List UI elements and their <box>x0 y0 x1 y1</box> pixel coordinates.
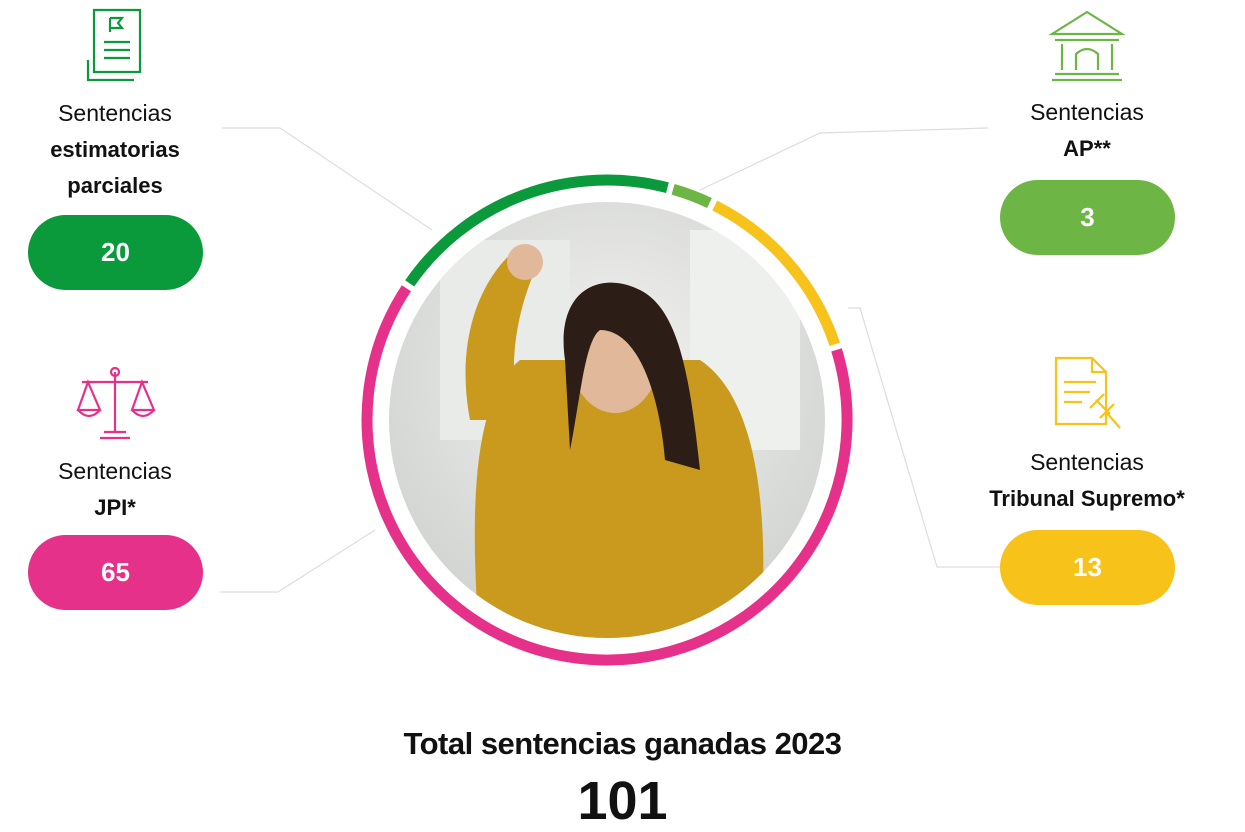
icon-bank <box>1048 10 1126 82</box>
category-label: Sentencias Tribunal Supremo* <box>957 443 1217 517</box>
label-prefix: Sentencias <box>58 100 172 126</box>
label-prefix: Sentencias <box>1030 99 1144 125</box>
donut-segment <box>712 200 840 347</box>
label-prefix: Sentencias <box>58 458 172 484</box>
category-label: Sentencias JPI* <box>0 452 245 526</box>
photo <box>389 202 825 638</box>
label-prefix: Sentencias <box>1030 449 1144 475</box>
category-name: Tribunal Supremo* <box>989 486 1185 511</box>
value-pill: 13 <box>1000 530 1175 605</box>
icon-scales <box>76 366 156 440</box>
donut-segment <box>361 285 853 666</box>
value-pill: 65 <box>28 535 203 610</box>
value-pill: 3 <box>1000 180 1175 255</box>
category-name: estimatorias parciales <box>50 137 180 198</box>
icon-document-flag <box>86 8 142 82</box>
category-name: JPI* <box>94 495 136 520</box>
donut-segment <box>671 183 712 208</box>
value-pill: 20 <box>28 215 203 290</box>
category-label: Sentencias estimatorias parciales <box>0 94 245 204</box>
total-title: Total sentencias ganadas 2023 <box>403 726 842 761</box>
leader-lines <box>220 127 1000 593</box>
icon-document-gavel <box>1054 356 1121 429</box>
total-value: 101 <box>577 771 668 831</box>
category-name: AP** <box>1063 136 1111 161</box>
donut-segment <box>405 174 669 287</box>
category-label: Sentencias AP** <box>957 93 1217 167</box>
